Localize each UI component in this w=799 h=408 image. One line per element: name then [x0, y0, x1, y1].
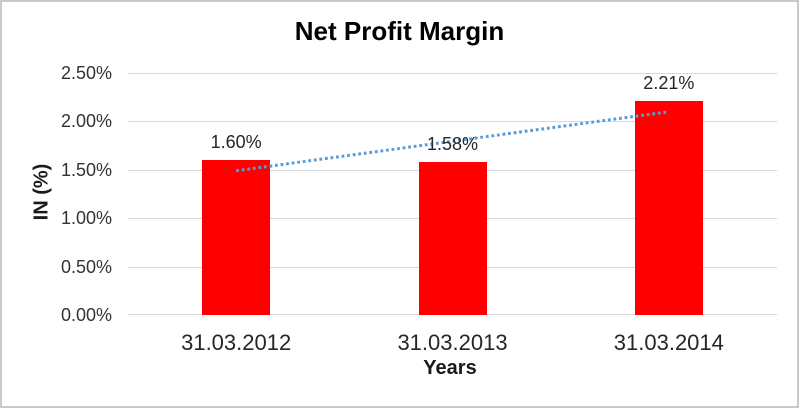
x-category-label-2013: 31.03.2013 [397, 330, 508, 355]
y-tick-label-2-00: 2.00% [60, 111, 112, 132]
y-tick-label-0-00: 0.00% [60, 305, 112, 325]
y-tick-label-2-50: 2.50% [60, 63, 112, 83]
y-tick-label-1-50: 1.50% [60, 159, 112, 180]
x-axis-title: Years [423, 357, 477, 379]
bar-31-03-2013 [418, 162, 487, 315]
y-tick-label-1-00: 1.00% [60, 208, 112, 229]
bar-31-03-2014 [634, 101, 703, 315]
data-label-2012: 1.60% [210, 132, 262, 153]
chart-title: Net Profit Margin [294, 16, 505, 46]
data-label-2013: 1.58% [426, 134, 479, 155]
data-label-2014: 2.21% [643, 73, 695, 94]
gridline [128, 73, 777, 74]
x-category-label-2012: 31.03.2012 [181, 330, 292, 355]
bar-31-03-2012 [202, 160, 271, 315]
plot-area: 1.60% 1.58% 2.21% [128, 73, 777, 315]
x-category-label-2014: 31.03.2014 [613, 330, 724, 355]
y-tick-label-0-50: 0.50% [60, 256, 112, 277]
